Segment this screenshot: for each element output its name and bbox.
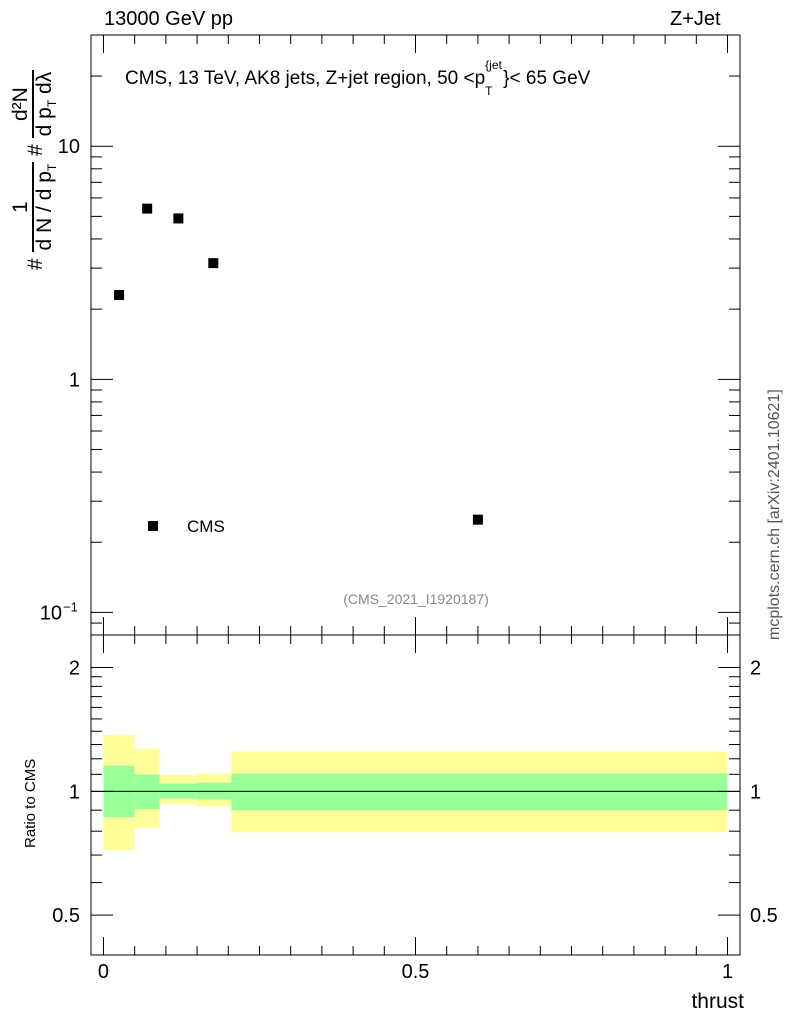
- y-label-hash1: #: [24, 258, 48, 270]
- ratio-y-tick-labels: 0.5 0.5 1 1 2 2: [52, 658, 778, 928]
- y-label-numerator: d²N: [9, 69, 34, 139]
- main-y-tick-label: 10: [40, 602, 62, 624]
- y-label-dn: d N / d p: [33, 171, 56, 251]
- y-label-hash2: #: [24, 144, 48, 156]
- analysis-tag: (CMS_2021_I1920187): [343, 591, 489, 607]
- x-tick-labels: 0 0.5 1: [98, 961, 733, 983]
- y-label-lambda: dλ: [33, 71, 56, 100]
- ratio-y-tick-label-right: 0.5: [750, 905, 778, 927]
- cms-data-point: [142, 203, 153, 214]
- ratio-frame: [90, 634, 741, 956]
- legend: CMS: [148, 517, 225, 536]
- cms-data-point: [472, 514, 483, 525]
- plot-title-suffix: }< 65 GeV: [503, 68, 591, 89]
- plot-title-prefix: CMS, 13 TeV, AK8 jets, Z+jet region, 50 …: [125, 68, 486, 89]
- ratio-axis-ticks: [91, 35, 740, 955]
- main-y-tick-label: 10: [58, 136, 80, 158]
- plot-title: CMS, 13 TeV, AK8 jets, Z+jet region, 50 …: [125, 58, 591, 98]
- y-label-t1: T: [45, 163, 60, 172]
- y-label-one: 1: [9, 161, 34, 253]
- x-tick-label: 0: [98, 961, 109, 983]
- ratio-y-tick-label-left: 0.5: [52, 905, 80, 927]
- ratio-y-axis-label: Ratio to CMS: [22, 758, 39, 848]
- cms-data-point: [173, 213, 184, 224]
- y-label-t2: T: [45, 99, 60, 108]
- ratio-y-tick-label-right: 1: [750, 781, 761, 803]
- plot-title-sub: T: [485, 84, 493, 98]
- main-y-tick-label: 1: [69, 369, 80, 391]
- x-axis-label: thrust: [691, 990, 744, 1013]
- ratio-y-tick-label-left: 2: [69, 658, 80, 680]
- legend-label: CMS: [187, 517, 225, 536]
- y-label-denominator: d p: [33, 107, 56, 137]
- main-frame: [90, 34, 741, 636]
- main-y-tick-label-exponent: −1: [63, 599, 78, 614]
- ratio-y-tick-label-left: 1: [69, 781, 80, 803]
- header-left: 13000 GeV pp: [104, 8, 233, 30]
- side-label: mcplots.cern.ch [arXiv:2401.10621]: [766, 389, 783, 640]
- x-tick-label: 0.5: [402, 961, 430, 983]
- ratio-y-tick-label-right: 2: [750, 658, 761, 680]
- main-axis-ticks: [91, 34, 740, 636]
- cms-data-point: [114, 289, 125, 300]
- plot-title-sup: {jet: [485, 58, 502, 72]
- cms-data-points: [114, 203, 483, 525]
- legend-marker: [148, 521, 158, 531]
- cms-data-point: [208, 258, 219, 269]
- ratio-bands: [103, 735, 728, 851]
- header-right: Z+Jet: [670, 8, 721, 30]
- x-tick-label: 1: [722, 961, 733, 983]
